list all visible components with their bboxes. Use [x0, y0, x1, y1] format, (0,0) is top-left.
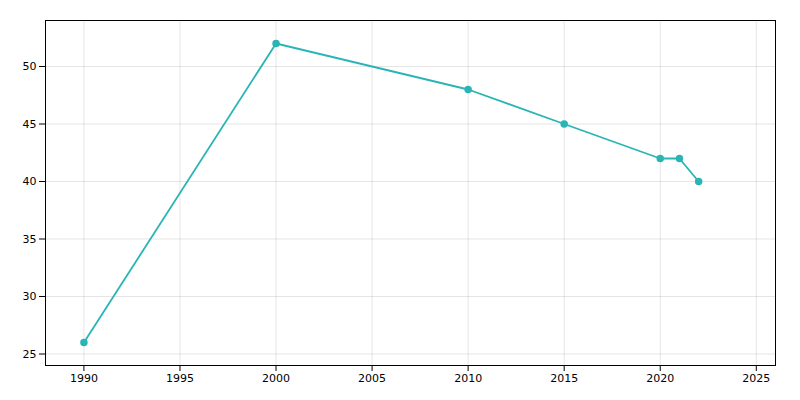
svg-text:35: 35: [23, 233, 37, 246]
svg-text:2010: 2010: [454, 372, 482, 385]
svg-text:2020: 2020: [646, 372, 674, 385]
svg-text:1990: 1990: [70, 372, 98, 385]
svg-text:25: 25: [23, 348, 37, 361]
svg-text:40: 40: [23, 175, 37, 188]
svg-text:2025: 2025: [742, 372, 770, 385]
svg-text:30: 30: [23, 290, 37, 303]
svg-text:2000: 2000: [262, 372, 290, 385]
svg-text:50: 50: [23, 60, 37, 73]
svg-text:1995: 1995: [166, 372, 194, 385]
svg-text:45: 45: [23, 118, 37, 131]
svg-text:2005: 2005: [358, 372, 386, 385]
svg-text:2015: 2015: [550, 372, 578, 385]
